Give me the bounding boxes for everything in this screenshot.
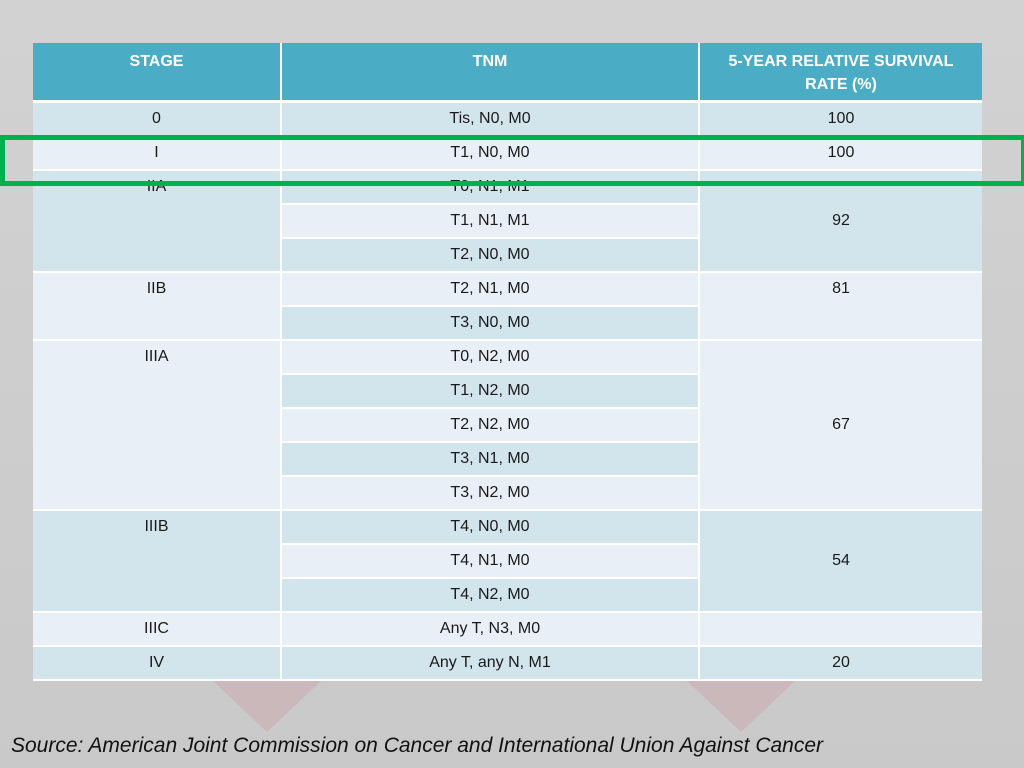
tnm-cell: T2, N0, M0 xyxy=(281,237,700,273)
table-row: IIIA T0, N2, M0 67 xyxy=(33,339,982,511)
stage-cell: IIB xyxy=(33,271,282,341)
table-row: IIB T2, N1, M0 81 xyxy=(33,271,982,341)
stage-cell: IIIC xyxy=(33,611,282,647)
table-row: T4, N1, M0 xyxy=(33,543,982,579)
tnm-cell: Any T, N3, M0 xyxy=(281,611,700,647)
stage-cell: 0 xyxy=(33,101,282,137)
table-row: IIIC Any T, N3, M0 xyxy=(33,611,982,647)
stage-cell: IIIA xyxy=(33,339,282,511)
table-header-row: STAGE TNM 5-YEAR RELATIVE SURVIVAL RATE … xyxy=(33,43,982,103)
survival-rate-cell: 100 xyxy=(699,135,982,171)
background-shape-left xyxy=(212,680,322,732)
tnm-cell: Tis, N0, M0 xyxy=(281,101,700,137)
background-shape-right xyxy=(686,680,796,732)
survival-rate-cell: 100 xyxy=(699,101,982,137)
stage-column-header: STAGE xyxy=(33,43,282,103)
tnm-cell: T2, N2, M0 xyxy=(281,407,700,443)
stage-cell: IV xyxy=(33,645,282,681)
table-row: T4, N2, M0 xyxy=(33,577,982,613)
tnm-cell: T1, N0, M0 xyxy=(281,135,700,171)
survival-rate-cell xyxy=(699,611,982,647)
tnm-cell: T4, N1, M0 xyxy=(281,543,700,579)
staging-table: STAGE TNM 5-YEAR RELATIVE SURVIVAL RATE … xyxy=(33,43,982,681)
tnm-cell: T0, N2, M0 xyxy=(281,339,700,375)
table-row: 0 Tis, N0, M0 100 xyxy=(33,101,982,137)
table-row: IV Any T, any N, M1 20 xyxy=(33,645,982,681)
tnm-cell: T2, N1, M0 xyxy=(281,271,700,307)
survival-rate-cell: 81 xyxy=(699,271,982,341)
table-row: T3, N2, M0 xyxy=(33,475,982,511)
survival-rate-column-header: 5-YEAR RELATIVE SURVIVAL RATE (%) xyxy=(699,43,982,103)
tnm-cell: Any T, any N, M1 xyxy=(281,645,700,681)
tnm-cell: T4, N0, M0 xyxy=(281,509,700,545)
table-row: I T1, N0, M0 100 xyxy=(33,135,982,171)
tnm-cell: T3, N1, M0 xyxy=(281,441,700,477)
table-row: T3, N1, M0 xyxy=(33,441,982,477)
stage-cell: I xyxy=(33,135,282,171)
survival-rate-cell: 54 xyxy=(699,509,982,613)
tnm-cell: T3, N2, M0 xyxy=(281,475,700,511)
survival-rate-cell: 20 xyxy=(699,645,982,681)
tnm-cell: T1, N2, M0 xyxy=(281,373,700,409)
table-row: T2, N0, M0 xyxy=(33,237,982,273)
source-caption: Source: American Joint Commission on Can… xyxy=(11,734,824,757)
survival-rate-cell: 92 xyxy=(699,169,982,273)
tnm-cell: T1, N1, M1 xyxy=(281,203,700,239)
stage-cell: IIIB xyxy=(33,509,282,613)
table-row: IIA T0, N1, M1 92 xyxy=(33,169,982,273)
table-row: T2, N2, M0 xyxy=(33,407,982,443)
table-row: T1, N2, M0 xyxy=(33,373,982,409)
table-row: T1, N1, M1 xyxy=(33,203,982,239)
table-row: IIIB T4, N0, M0 54 xyxy=(33,509,982,613)
tnm-cell: T4, N2, M0 xyxy=(281,577,700,613)
tnm-cell: T3, N0, M0 xyxy=(281,305,700,341)
tnm-column-header: TNM xyxy=(281,43,700,103)
tnm-cell: T0, N1, M1 xyxy=(281,169,700,205)
table-row: T3, N0, M0 xyxy=(33,305,982,341)
survival-rate-cell: 67 xyxy=(699,339,982,511)
stage-cell: IIA xyxy=(33,169,282,273)
